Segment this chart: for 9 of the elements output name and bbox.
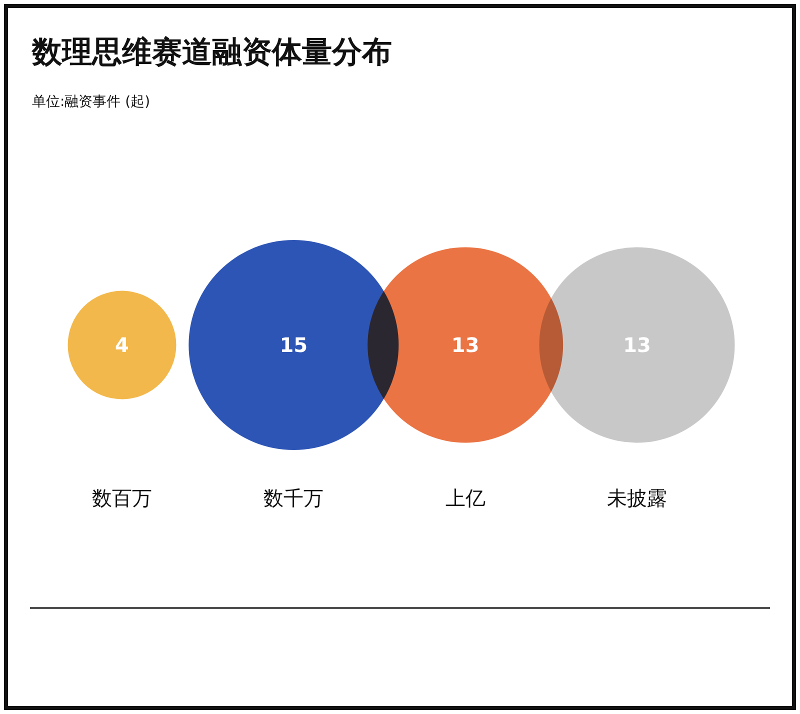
text: 单位:融资事件 (起) (32, 94, 150, 110)
category-label: 上亿 (445, 486, 486, 510)
data-label: 15 (280, 333, 308, 357)
category-label: 数千万 (264, 486, 324, 510)
data-label: 4 (115, 333, 129, 357)
category-label: 数百万 (92, 486, 152, 510)
text: 数理思维赛道融资体量分布 (31, 35, 392, 70)
data-label: 13 (451, 333, 480, 357)
category-label: 未披露 (607, 486, 667, 510)
